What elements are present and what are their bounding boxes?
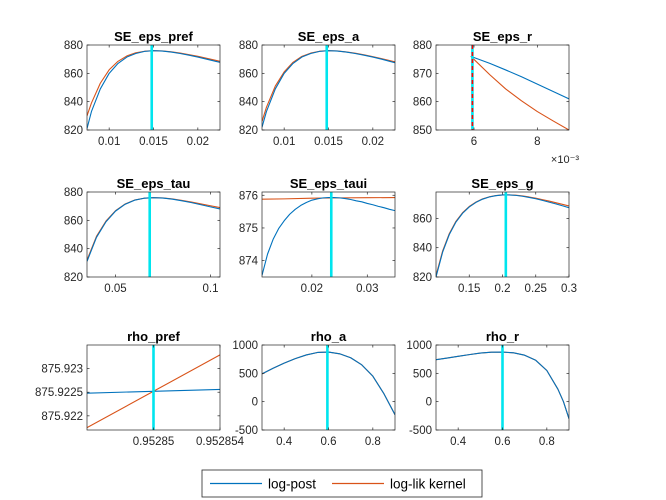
x-tick-label-se-eps-r: 6 [471,136,477,148]
y-tick-label-se-eps-r: 850 [413,125,432,137]
x-tick-label-se-eps-taui: 0.02 [301,283,323,295]
subplot-se-eps-r: 6 8 850 860 870 880 SE_eps_r ×10⁻³ [413,29,580,166]
y-tick-label-se-eps-pref: 860 [64,68,83,80]
log-post-line-rho-r [436,351,569,419]
y-tick-label-se-eps-a: 820 [239,125,258,137]
axes-box-se-eps-r [435,44,570,131]
subplot-se-eps-tau: 0.05 0.1 820 840 860 880 SE_eps_tau [64,176,221,295]
x-tick-label-se-eps-g: 0.2 [495,283,511,295]
y-tick-label-se-eps-tau: 840 [64,244,83,256]
legend-label-log-lik-kernel: log-lik kernel [390,477,466,492]
x-tick-label-se-eps-pref: 0.01 [98,136,120,148]
y-tick-label-se-eps-a: 880 [239,40,258,52]
x-tick-label-se-eps-a: 0.015 [314,136,343,148]
x-tick-label-rho-pref: 0.95285 [133,436,175,448]
y-tick-label-rho-r: 0 [426,397,432,409]
legend: log-post log-lik kernel [201,469,483,498]
y-tick-label-se-eps-tau: 860 [64,215,83,227]
plot-area-se-eps-a [262,45,395,130]
subplot-rho-r: 0.4 0.6 0.8 -500 0 500 1000 rho_r [406,329,570,448]
x-tick-label-rho-a: 0.8 [365,436,381,448]
y-tick-label-rho-r: 500 [413,368,432,380]
plot-area-se-eps-pref [87,45,220,130]
log-post-line-se-eps-pref [87,50,220,129]
log-post-line-se-eps-taui [262,197,395,276]
y-tick-label-se-eps-g: 820 [413,272,432,284]
y-tick-label-se-eps-taui: 876 [239,190,258,202]
subplot-title-se-eps-a: SE_eps_a [298,29,360,44]
x-tick-label-rho-r: 0.8 [539,436,555,448]
log-lik-kernel-line-se-eps-r [470,55,569,130]
subplot-grid: 0.01 0.015 0.02820840860880SE_eps_pref0.01… [35,29,579,448]
x-tick-label-rho-r: 0.4 [450,436,467,448]
x-tick-label-se-eps-a: 0.01 [273,136,295,148]
y-tick-label-rho-a: 0 [252,397,258,409]
axes-box-se-eps-taui [261,191,396,278]
y-tick-label-se-eps-tau: 820 [64,272,83,284]
subplot-title-se-eps-pref: SE_eps_pref [114,29,193,44]
y-tick-label-se-eps-taui: 874 [239,256,259,268]
subplot-title-se-eps-tau: SE_eps_tau [117,176,191,191]
y-tick-label-se-eps-taui: 875 [239,223,258,235]
y-tick-label-se-eps-g: 840 [413,243,432,255]
x-tick-label-rho-pref: 0.952854 [196,436,245,448]
x-tick-label-se-eps-tau: 0.1 [203,283,219,295]
x-tick-label-se-eps-pref: 0.015 [139,136,168,148]
subplot-se-eps-taui: 0.02 0.03 874 875 876 SE_eps_taui [239,176,396,295]
subplot-rho-a: 0.4 0.6 0.8 -500 0 500 1000 rho_a [232,329,396,448]
subplot-title-se-eps-g: SE_eps_g [471,176,533,191]
plot-area-se-eps-tau [87,192,220,277]
y-tick-label-se-eps-pref: 840 [64,97,83,109]
x-tick-label-se-eps-pref: 0.02 [187,136,209,148]
y-tick-label-rho-a: 500 [239,368,258,380]
y-tick-label-se-eps-g: 860 [413,213,432,225]
x-tick-label-se-eps-a: 0.02 [362,136,384,148]
subplot-title-rho-r: rho_r [486,329,519,344]
log-post-line-se-eps-a [262,50,395,128]
subplot-title-se-eps-taui: SE_eps_taui [290,176,367,191]
x-tick-label-rho-a: 0.6 [321,436,337,448]
x-tick-label-se-eps-r: 8 [534,136,540,148]
x-tick-label-se-eps-g: 0.25 [525,283,547,295]
y-tick-label-se-eps-r: 860 [413,97,432,109]
log-post-line-se-eps-r [470,55,569,100]
y-tick-label-rho-a: -500 [235,425,258,437]
subplot-rho-pref: 0.95285 0.952854 875.922 875.9225 875.923 rho… [35,329,245,448]
y-tick-label-rho-a: 1000 [232,340,258,352]
log-post-line-se-eps-tau [87,197,220,262]
subplot-se-eps-g: 0.15 0.2 0.25 0.3 820 840 860 SE_eps_g [413,176,577,295]
y-tick-label-se-eps-r: 870 [413,68,432,80]
y-tick-label-se-eps-pref: 880 [64,40,83,52]
y-tick-label-se-eps-tau: 880 [64,187,83,199]
x-tick-label-se-eps-taui: 0.03 [356,283,378,295]
y-tick-label-se-eps-r: 880 [413,40,432,52]
log-post-line-se-eps-g [436,194,569,277]
axes-box-se-eps-tau [86,191,221,278]
x-tick-label-rho-a: 0.4 [276,436,293,448]
plot-area-se-eps-g [436,192,569,277]
subplot-title-rho-pref: rho_pref [127,329,180,344]
plot-area-se-eps-taui [262,192,395,277]
y-tick-label-rho-r: -500 [409,425,432,437]
subplot-title-se-eps-r: SE_eps_r [473,29,532,44]
x-tick-label-se-eps-g: 0.3 [561,283,577,295]
plot-area-se-eps-r [436,45,569,130]
subplot-se-eps-pref: 0.01 0.015 0.02 820 840 860 880 SE_eps_pref [64,29,221,148]
y-tick-label-se-eps-pref: 820 [64,125,83,137]
x-tick-label-se-eps-tau: 0.05 [104,283,126,295]
y-tick-label-se-eps-a: 860 [239,68,258,80]
legend-label-log-post: log-post [268,477,316,492]
x-tick-label-rho-r: 0.6 [495,436,511,448]
subplot-se-eps-a: 0.01 0.015 0.02 820 840 860 880 SE_eps_a [239,29,396,148]
y-tick-label-se-eps-a: 840 [239,97,258,109]
subplot-title-rho-a: rho_a [311,329,347,344]
y-tick-label-rho-r: 1000 [406,340,432,352]
y-tick-label-rho-pref: 875.922 [41,411,83,423]
x-exponent-label-se-eps-r: ×10⁻³ [551,154,579,166]
y-tick-label-rho-pref: 875.923 [41,364,83,376]
y-tick-label-rho-pref: 875.9225 [35,387,83,399]
x-tick-label-se-eps-g: 0.15 [458,283,480,295]
